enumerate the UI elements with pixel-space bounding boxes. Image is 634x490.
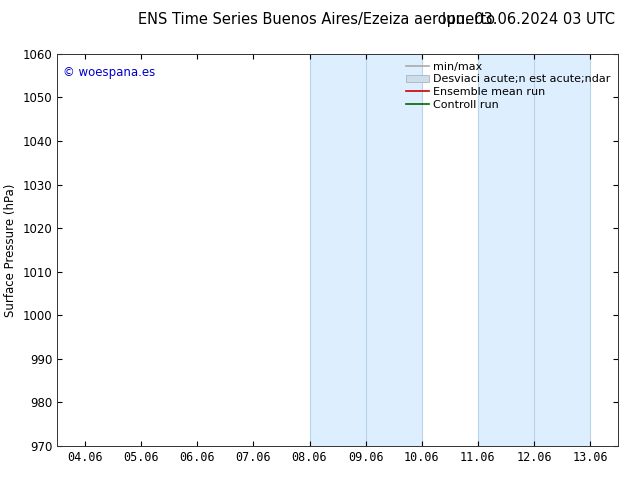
Text: lun. 03.06.2024 03 UTC: lun. 03.06.2024 03 UTC	[442, 12, 615, 27]
Text: © woespana.es: © woespana.es	[63, 66, 155, 79]
Text: ENS Time Series Buenos Aires/Ezeiza aeropuerto: ENS Time Series Buenos Aires/Ezeiza aero…	[138, 12, 496, 27]
Bar	[309, 54, 422, 446]
Bar	[478, 54, 590, 446]
Legend: min/max, Desviaci acute;n est acute;ndar, Ensemble mean run, Controll run: min/max, Desviaci acute;n est acute;ndar…	[404, 59, 612, 112]
Y-axis label: Surface Pressure (hPa): Surface Pressure (hPa)	[4, 183, 17, 317]
